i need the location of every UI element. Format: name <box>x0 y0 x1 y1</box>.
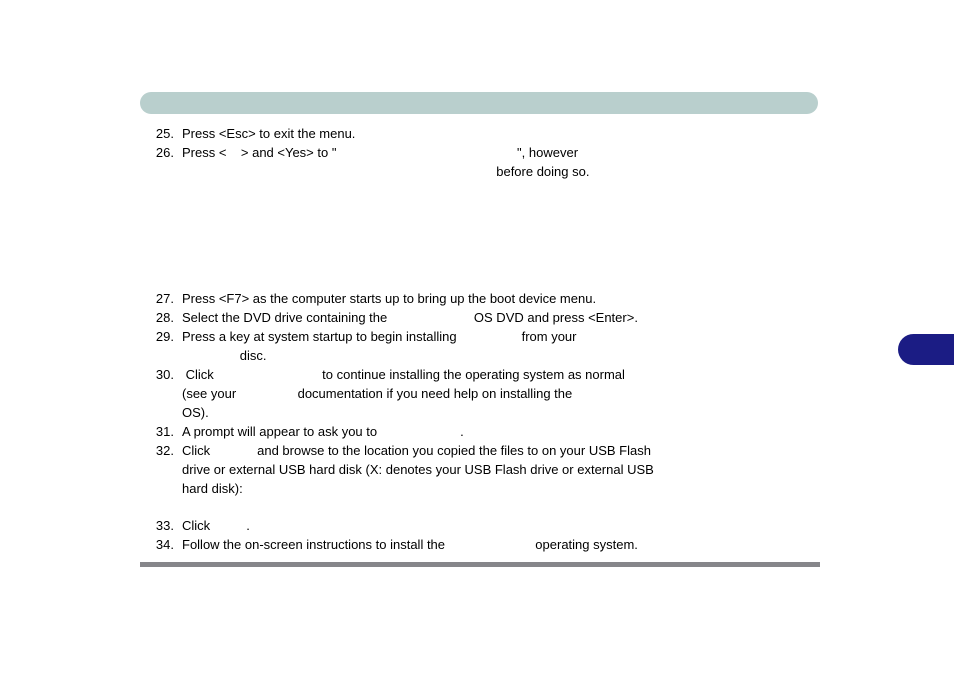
step-text: Press a key at system startup to begin i… <box>182 329 577 344</box>
instruction-list: 25. Press <Esc> to exit the menu. 26. Press… <box>140 125 820 554</box>
step-item: 30. Click to continue installing the ope… <box>140 366 820 384</box>
step-text: Click . <box>182 518 250 533</box>
footer-rule <box>140 562 820 567</box>
step-text: disc. <box>182 348 267 363</box>
step-text: Press <Esc> to exit the menu. <box>182 126 355 141</box>
step-number: 26. <box>140 144 174 162</box>
step-item: 34. Follow the on-screen instructions to … <box>140 536 820 554</box>
step-number: 25. <box>140 125 174 143</box>
step-number: 30. <box>140 366 174 384</box>
step-item: 33. Click . <box>140 517 820 535</box>
step-continuation: OS). <box>140 404 820 422</box>
step-text: (see your documentation if you need help… <box>182 386 572 401</box>
step-item: 26. Press < > and <Yes> to " ", however <box>140 144 820 162</box>
step-continuation: (see your documentation if you need help… <box>140 385 820 403</box>
spacer <box>140 182 820 290</box>
step-continuation: disc. <box>140 347 820 365</box>
spacer <box>140 499 820 517</box>
step-text: before doing so. <box>182 164 589 179</box>
step-text: OS). <box>182 405 209 420</box>
step-item: 27. Press <F7> as the computer starts up … <box>140 290 820 308</box>
page: 25. Press <Esc> to exit the menu. 26. Press… <box>0 0 954 673</box>
step-text: Press <F7> as the computer starts up to … <box>182 291 596 306</box>
step-text: Select the DVD drive containing the OS D… <box>182 310 638 325</box>
step-text: hard disk): <box>182 481 243 496</box>
step-item: 25. Press <Esc> to exit the menu. <box>140 125 820 143</box>
step-text: Click and browse to the location you cop… <box>182 443 651 458</box>
step-number: 34. <box>140 536 174 554</box>
step-number: 32. <box>140 442 174 460</box>
header-bar <box>140 92 818 114</box>
side-tab[interactable] <box>898 334 954 365</box>
step-text: A prompt will appear to ask you to . <box>182 424 464 439</box>
step-item: 31. A prompt will appear to ask you to . <box>140 423 820 441</box>
step-item: 32. Click and browse to the location you … <box>140 442 820 460</box>
step-item: 29. Press a key at system startup to begi… <box>140 328 820 346</box>
step-text: drive or external USB hard disk (X: deno… <box>182 462 654 477</box>
step-number: 31. <box>140 423 174 441</box>
step-item: 28. Select the DVD drive containing the O… <box>140 309 820 327</box>
step-number: 29. <box>140 328 174 346</box>
step-number: 27. <box>140 290 174 308</box>
step-text: Click to continue installing the operati… <box>182 367 625 382</box>
step-continuation: drive or external USB hard disk (X: deno… <box>140 461 820 479</box>
step-number: 33. <box>140 517 174 535</box>
step-text: Follow the on-screen instructions to ins… <box>182 537 638 552</box>
step-number: 28. <box>140 309 174 327</box>
step-text: Press < > and <Yes> to " ", however <box>182 145 578 160</box>
step-continuation: hard disk): <box>140 480 820 498</box>
step-continuation: before doing so. <box>140 163 820 181</box>
instruction-block: 25. Press <Esc> to exit the menu. 26. Press… <box>140 125 820 555</box>
